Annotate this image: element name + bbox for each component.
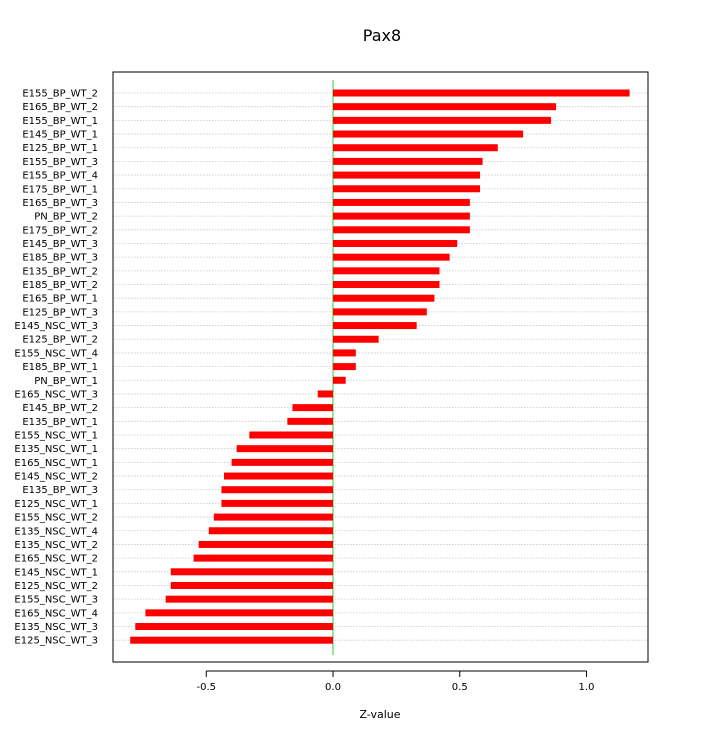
bar bbox=[333, 116, 552, 124]
category-label: E135_NSC_WT_4 bbox=[14, 526, 98, 537]
x-tick-label: -0.5 bbox=[196, 682, 216, 693]
category-label: E155_BP_WT_2 bbox=[22, 89, 98, 100]
bar bbox=[333, 103, 557, 111]
chart-title: Pax8 bbox=[363, 26, 401, 45]
bar bbox=[287, 417, 333, 425]
category-label: E155_BP_WT_3 bbox=[22, 157, 98, 168]
bar bbox=[333, 253, 450, 261]
bar bbox=[333, 89, 630, 97]
category-label: E185_BP_WT_1 bbox=[22, 362, 98, 373]
bar bbox=[213, 513, 333, 521]
bar bbox=[135, 623, 333, 631]
category-label: E165_BP_WT_3 bbox=[22, 198, 98, 209]
category-label: E125_BP_WT_2 bbox=[22, 335, 98, 346]
category-label: E125_NSC_WT_3 bbox=[14, 636, 98, 647]
bar bbox=[333, 294, 435, 302]
x-tick-label: 0.0 bbox=[325, 682, 341, 693]
bar bbox=[333, 267, 440, 275]
category-label: E145_BP_WT_1 bbox=[22, 130, 98, 141]
bar bbox=[333, 212, 470, 220]
bar bbox=[333, 363, 356, 371]
bar bbox=[198, 540, 333, 548]
bar bbox=[333, 335, 379, 343]
category-label: E145_NSC_WT_1 bbox=[14, 567, 98, 578]
bar bbox=[333, 144, 498, 152]
plot-frame bbox=[112, 71, 649, 663]
category-label: E175_BP_WT_2 bbox=[22, 225, 98, 236]
bar bbox=[333, 130, 524, 138]
bar bbox=[165, 595, 333, 603]
bar bbox=[236, 445, 333, 453]
bar bbox=[333, 226, 470, 234]
bar bbox=[249, 431, 333, 439]
x-axis: -0.5 0.0 0.5 1.0 bbox=[196, 670, 595, 693]
bar bbox=[231, 458, 333, 466]
category-label: E145_NSC_WT_2 bbox=[14, 472, 98, 483]
category-label: PN_BP_WT_2 bbox=[34, 212, 98, 223]
category-label: E135_BP_WT_2 bbox=[22, 266, 98, 277]
bar bbox=[223, 472, 333, 480]
category-label: PN_BP_WT_1 bbox=[34, 376, 98, 387]
category-label: E125_BP_WT_1 bbox=[22, 143, 98, 154]
category-label: E145_BP_WT_2 bbox=[22, 403, 98, 414]
bar bbox=[333, 322, 417, 330]
category-label: E135_NSC_WT_3 bbox=[14, 622, 98, 633]
bar bbox=[221, 486, 333, 494]
bar bbox=[333, 185, 481, 193]
x-tick-label: 1.0 bbox=[579, 682, 595, 693]
bar bbox=[333, 239, 458, 247]
bar bbox=[333, 308, 427, 316]
category-label: E155_NSC_WT_1 bbox=[14, 431, 98, 442]
category-label: E165_BP_WT_1 bbox=[22, 294, 98, 305]
category-label: E185_BP_WT_2 bbox=[22, 280, 98, 291]
bar bbox=[333, 349, 356, 357]
category-label: E135_BP_WT_3 bbox=[22, 485, 98, 496]
category-labels: E155_BP_WT_2 E165_BP_WT_2 E155_BP_WT_1 E145… bbox=[14, 89, 98, 647]
category-label: E135_NSC_WT_1 bbox=[14, 444, 98, 455]
bar bbox=[333, 157, 483, 165]
category-label: E185_BP_WT_3 bbox=[22, 253, 98, 264]
bar bbox=[317, 390, 333, 398]
category-label: E135_BP_WT_1 bbox=[22, 417, 98, 428]
category-label: E165_NSC_WT_4 bbox=[14, 608, 98, 619]
bar bbox=[145, 609, 333, 617]
category-label: E125_NSC_WT_2 bbox=[14, 581, 98, 592]
category-label: E155_NSC_WT_2 bbox=[14, 513, 98, 524]
bar bbox=[333, 198, 470, 206]
bar bbox=[333, 171, 481, 179]
bar bbox=[193, 554, 333, 562]
category-label: E155_NSC_WT_3 bbox=[14, 595, 98, 606]
x-axis-label: Z-value bbox=[359, 708, 400, 721]
bar bbox=[292, 404, 333, 412]
bar bbox=[333, 376, 346, 384]
category-label: E165_BP_WT_2 bbox=[22, 102, 98, 113]
category-label: E155_BP_WT_1 bbox=[22, 116, 98, 127]
x-tick-label: 0.5 bbox=[452, 682, 468, 693]
bars bbox=[130, 89, 630, 644]
category-label: E125_NSC_WT_1 bbox=[14, 499, 98, 510]
category-label: E155_BP_WT_4 bbox=[22, 171, 98, 182]
category-label: E145_BP_WT_3 bbox=[22, 239, 98, 250]
bar bbox=[130, 636, 333, 644]
bar bbox=[221, 499, 333, 507]
category-label: E135_NSC_WT_2 bbox=[14, 540, 98, 551]
category-label: E125_BP_WT_3 bbox=[22, 307, 98, 318]
bar bbox=[208, 527, 333, 535]
category-label: E165_NSC_WT_1 bbox=[14, 458, 98, 469]
category-label: E165_NSC_WT_2 bbox=[14, 554, 98, 565]
category-label: E155_NSC_WT_4 bbox=[14, 348, 98, 359]
category-label: E165_NSC_WT_3 bbox=[14, 389, 98, 400]
category-label: E145_NSC_WT_3 bbox=[14, 321, 98, 332]
bar bbox=[333, 281, 440, 289]
category-label: E175_BP_WT_1 bbox=[22, 184, 98, 195]
bar bbox=[170, 581, 333, 589]
bar bbox=[170, 568, 333, 576]
